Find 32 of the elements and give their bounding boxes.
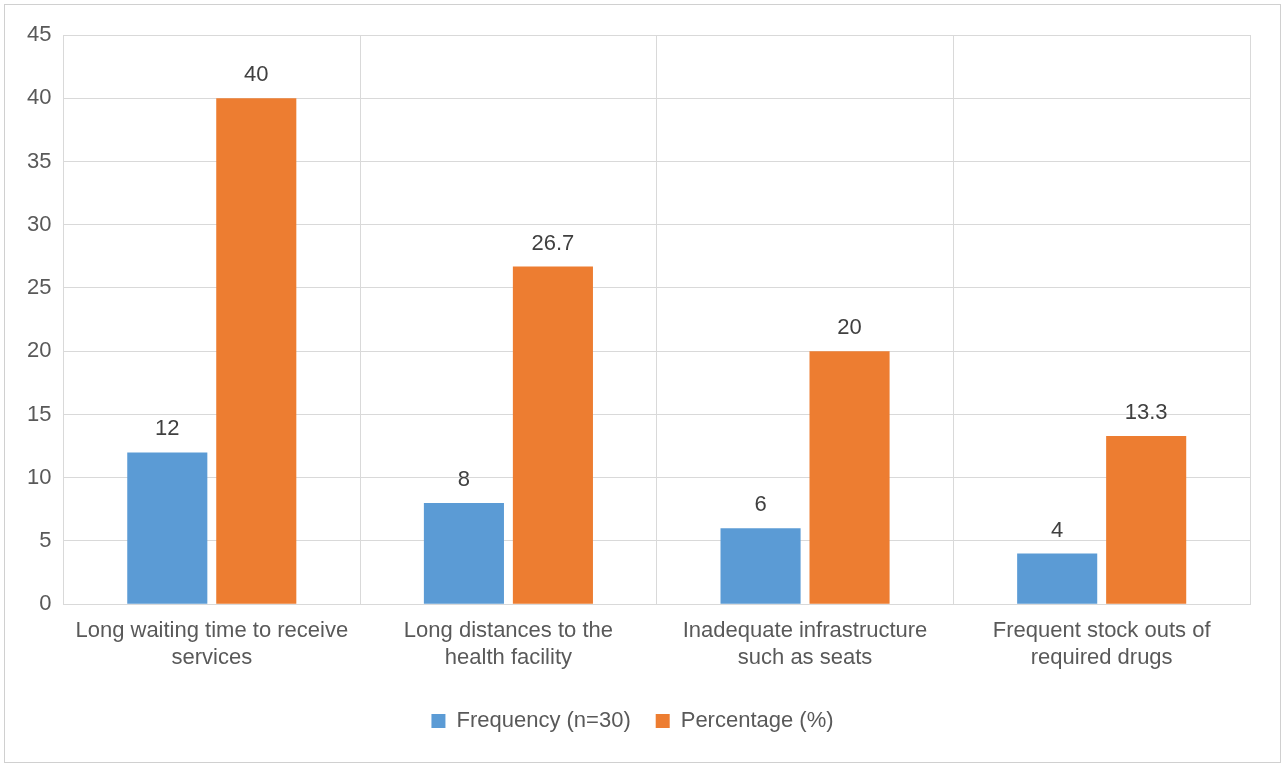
data-label: 13.3	[1124, 399, 1168, 425]
bar	[1106, 435, 1187, 604]
y-tick-label: 30	[26, 210, 52, 236]
data-label: 20	[837, 314, 862, 340]
bar	[809, 351, 890, 604]
data-label: 40	[244, 61, 269, 87]
y-tick-label: 35	[26, 147, 52, 173]
y-tick-label: 45	[26, 21, 52, 47]
x-tick-label: Long waiting time to receive services	[75, 617, 349, 669]
y-tick-label: 25	[26, 274, 52, 300]
x-tick-label: Long distances to the health facility	[403, 617, 613, 669]
legend-label: Percentage (%)	[680, 707, 834, 733]
data-label: 4	[1051, 516, 1064, 542]
data-label: 8	[457, 466, 471, 492]
bar	[512, 266, 593, 604]
y-tick-label: 40	[26, 84, 52, 110]
y-tick-label: 15	[26, 400, 52, 426]
y-tick-label: 5	[39, 527, 52, 553]
data-label: 12	[155, 415, 180, 441]
bar	[720, 528, 801, 604]
x-tick-label: Frequent stock outs of required drugs	[992, 617, 1212, 669]
x-tick-label: Inadequate infrastructure such as seats	[682, 617, 928, 669]
bar	[127, 452, 208, 604]
legend-label: Frequency (n=30)	[456, 707, 631, 733]
bar	[423, 503, 504, 604]
y-tick-label: 10	[26, 463, 52, 489]
y-tick-label: 20	[26, 337, 52, 363]
bar	[216, 98, 297, 604]
data-label: 6	[754, 491, 767, 517]
bar	[1017, 553, 1098, 604]
y-tick-label: 0	[39, 590, 52, 616]
data-label: 26.7	[531, 229, 575, 255]
